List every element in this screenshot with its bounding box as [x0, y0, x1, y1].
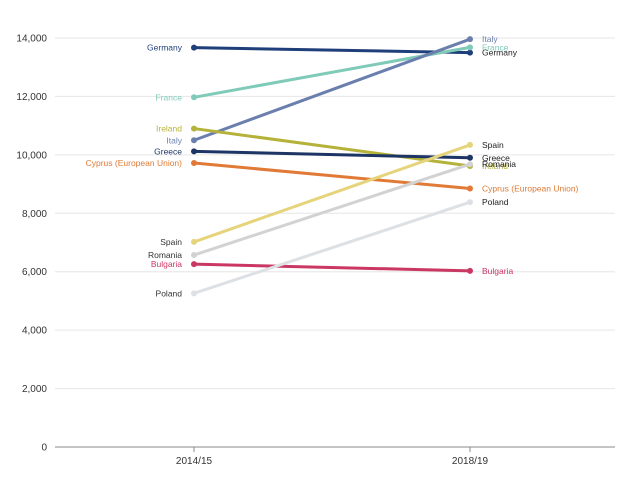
series-label-end: Greece — [482, 153, 510, 163]
series-line — [192, 262, 472, 273]
data-point — [191, 252, 197, 259]
series-label-end: Cyprus (European Union) — [482, 183, 579, 193]
data-point — [467, 141, 473, 148]
data-point — [467, 154, 473, 161]
data-point — [191, 125, 197, 132]
series-label-end: Italy — [482, 34, 498, 44]
y-tick-label: 14,000 — [16, 34, 47, 45]
series-label-start: Bulgaria — [151, 259, 182, 269]
y-axis-ticks: 0 2,000 4,000 6,000 8,000 10,000 12,000 14,000 — [16, 34, 47, 454]
data-point — [467, 161, 473, 168]
series-label-end: Spain — [482, 140, 504, 150]
data-point — [191, 44, 197, 51]
y-tick-label: 6,000 — [22, 267, 47, 278]
series-label-start: Romania — [148, 250, 182, 260]
series-label-start: Greece — [154, 146, 182, 156]
data-point — [467, 44, 473, 51]
series-line — [192, 46, 472, 55]
y-tick-label: 0 — [41, 443, 47, 454]
data-point — [191, 160, 197, 167]
series-label-end: Ireland — [482, 161, 508, 171]
x-tick-label: 2018/19 — [452, 456, 489, 467]
y-tick-label: 2,000 — [22, 384, 47, 395]
data-point — [191, 137, 197, 144]
data-point — [467, 49, 473, 56]
data-point — [191, 238, 197, 245]
series-lines — [191, 36, 473, 297]
x-tick-label: 2014/15 — [176, 456, 213, 467]
data-point — [467, 199, 473, 206]
y-tick-label: 4,000 — [22, 326, 47, 337]
series-label-start: France — [156, 92, 183, 102]
series-label-start: Spain — [160, 237, 182, 247]
y-tick-label: 8,000 — [22, 209, 47, 220]
series-label-end: Romania — [482, 159, 516, 169]
data-point — [191, 148, 197, 155]
series-line — [192, 162, 472, 257]
series-label-end: Germany — [482, 48, 518, 58]
y-tick-label: 10,000 — [16, 150, 47, 161]
data-point — [191, 94, 197, 101]
data-point — [467, 185, 473, 192]
data-point — [191, 261, 197, 268]
x-axis-ticks: 2014/15 2018/19 — [176, 447, 489, 467]
series-label-start: Italy — [166, 135, 182, 145]
series-line — [192, 37, 472, 142]
series-line — [192, 143, 472, 244]
series-label-start: Poland — [156, 288, 183, 298]
data-point — [467, 36, 473, 43]
series-label-end: Bulgaria — [482, 266, 513, 276]
series-line — [192, 149, 472, 160]
grid-lines — [55, 37, 615, 448]
series-label-start: Cyprus (European Union) — [86, 158, 183, 168]
series-labels: Germany GermanyFranceFranceItalyItalyIrel… — [86, 34, 579, 298]
series-label-start: Ireland — [156, 124, 182, 134]
data-point — [467, 267, 473, 274]
series-label-end: France — [482, 42, 509, 52]
series-label-start: Germany — [147, 43, 183, 53]
y-tick-label: 12,000 — [16, 92, 47, 103]
data-point — [191, 290, 197, 297]
series-line — [192, 161, 472, 190]
series-label-end: Poland — [482, 197, 509, 207]
series-line — [192, 200, 472, 295]
